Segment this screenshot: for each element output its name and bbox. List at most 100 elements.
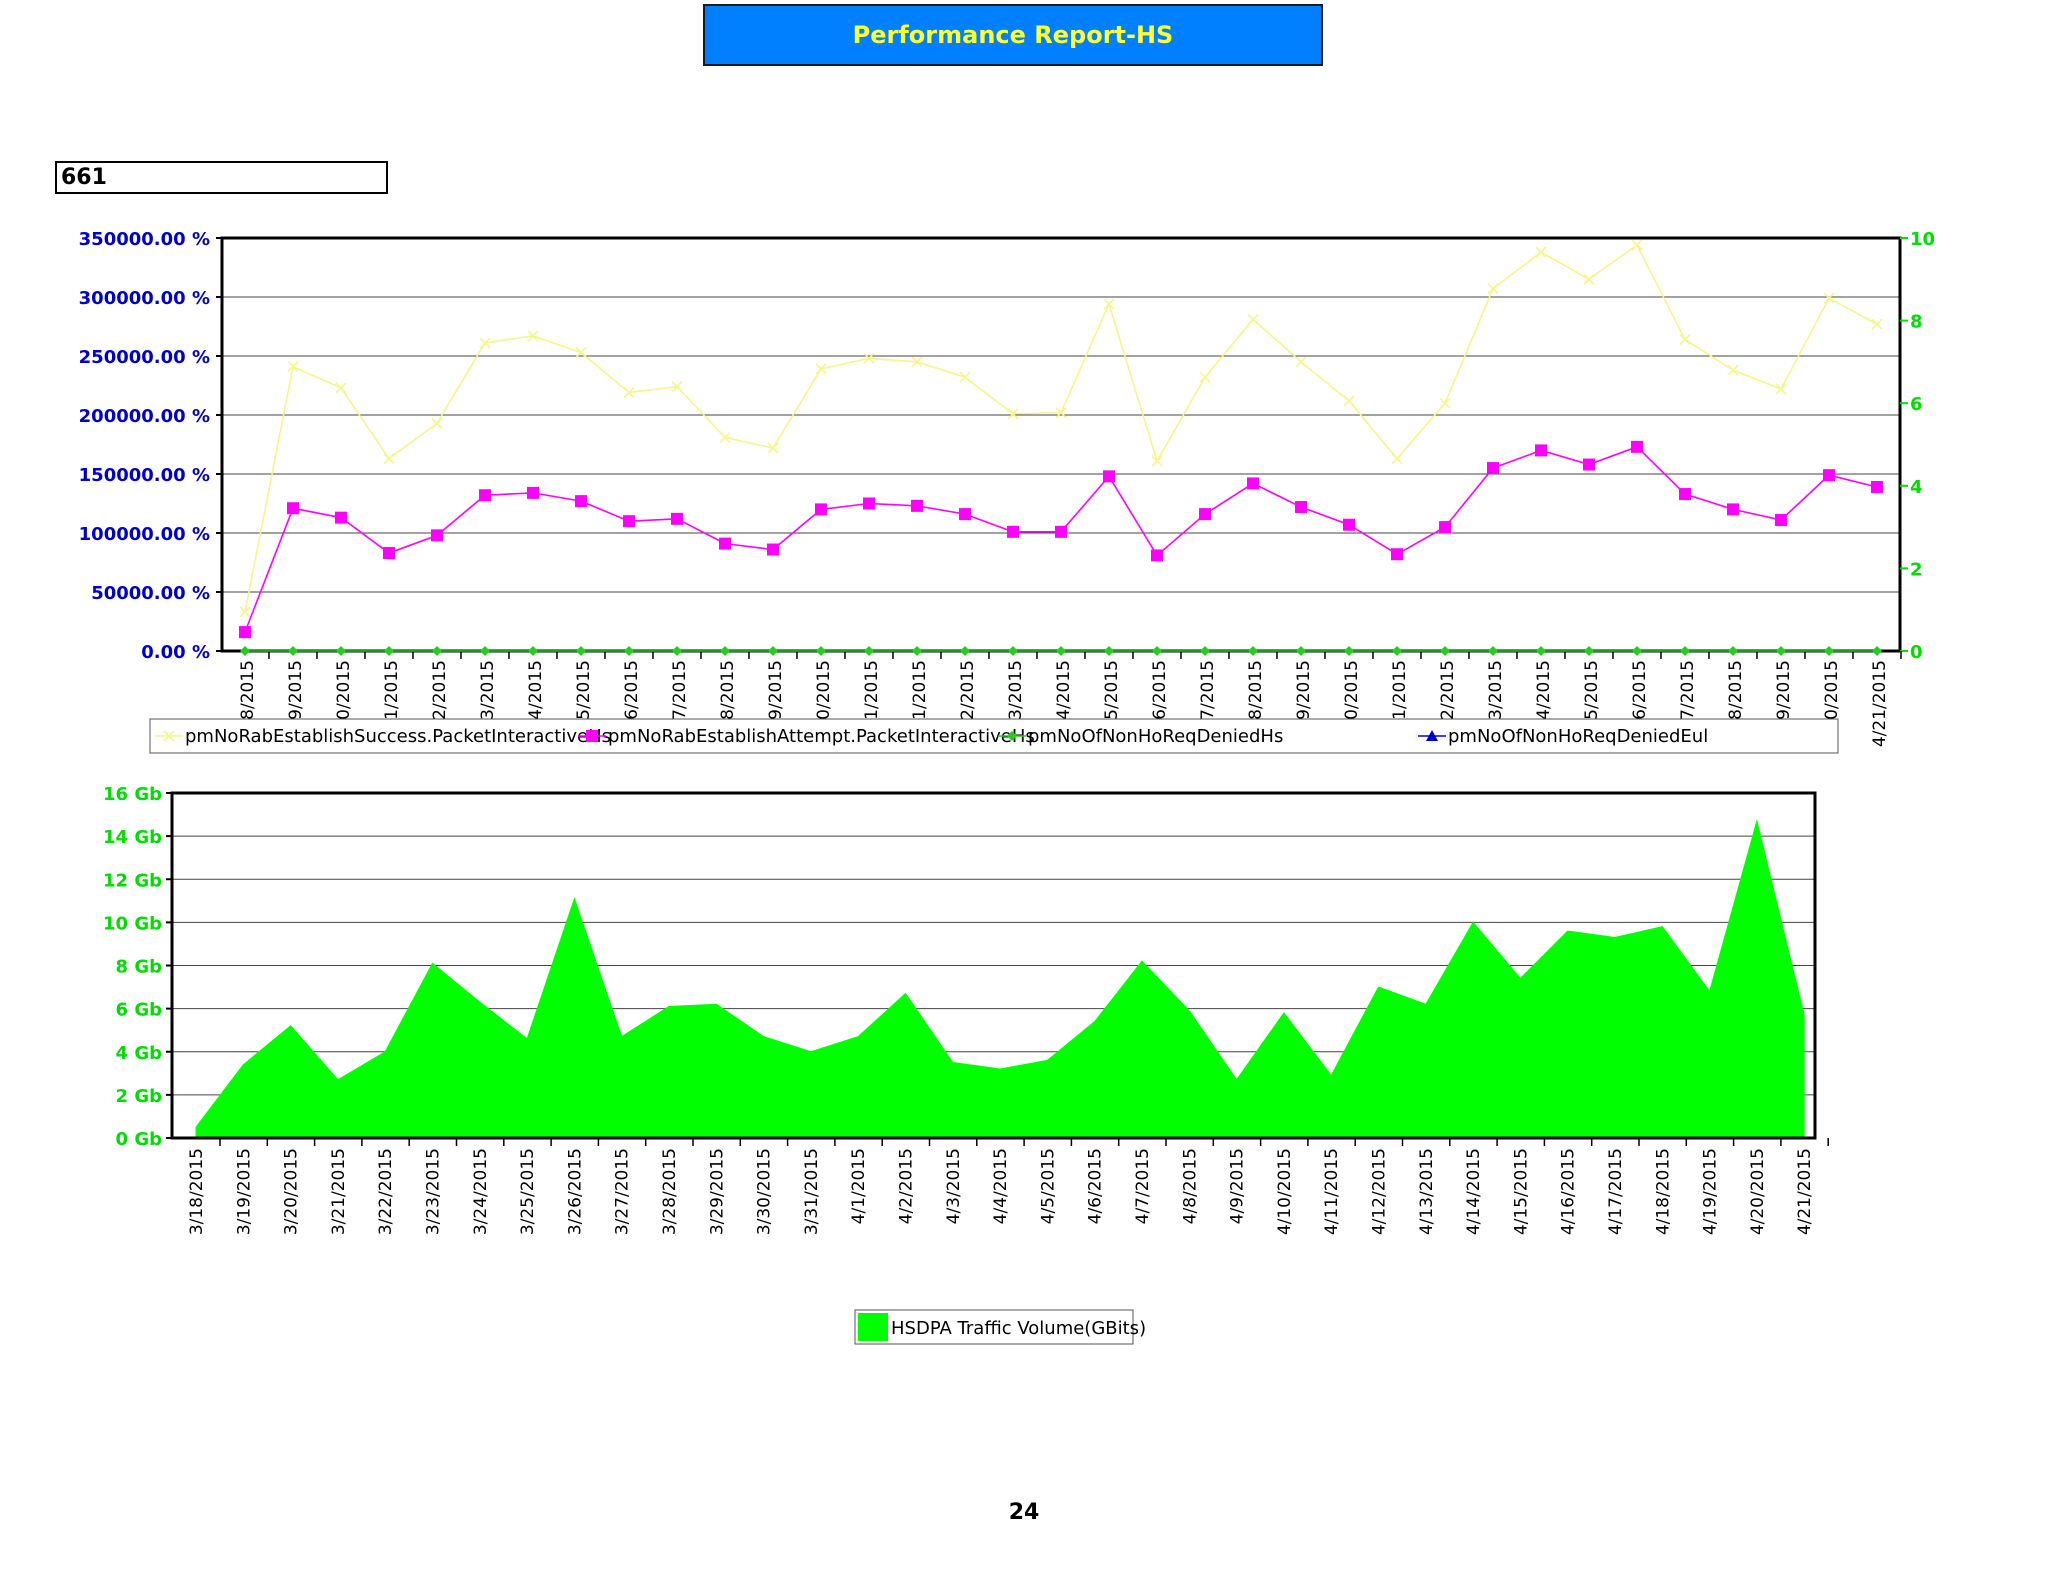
- data-point: [1103, 470, 1115, 483]
- data-point: [1776, 646, 1786, 656]
- data-point-x: [1631, 239, 1643, 251]
- data-point-x: [1103, 298, 1115, 310]
- data-point: [431, 529, 443, 542]
- data-point: [287, 361, 299, 373]
- data-point-x: [815, 363, 827, 375]
- x-tick-label: 4/20/2015: [1748, 1148, 1768, 1235]
- data-point: [1199, 371, 1211, 383]
- x-tick-label: 3/27/2015: [613, 1148, 633, 1235]
- data-point: [288, 646, 298, 656]
- x-tick-label: 4/12/2015: [1370, 1148, 1390, 1235]
- data-point-x: [575, 346, 587, 359]
- x-tick-label: 4/14/2015: [1464, 1148, 1484, 1235]
- data-point: [1488, 646, 1498, 656]
- x-tick-label: 4/7/2015: [1133, 1148, 1153, 1224]
- data-point: [719, 537, 731, 550]
- x-tick-label: 1/2015: [382, 660, 402, 720]
- data-point: [383, 547, 395, 560]
- data-point: [1583, 458, 1595, 471]
- data-point-x: [1679, 333, 1691, 346]
- data-point: [671, 381, 683, 393]
- data-point-x: [1727, 364, 1739, 376]
- data-point: [1152, 646, 1162, 656]
- data-point: [432, 646, 442, 656]
- data-point-x: [1871, 318, 1883, 330]
- data-point: [815, 503, 827, 516]
- data-point: [1487, 462, 1499, 475]
- data-point: [335, 511, 347, 524]
- y-right-tick-label: 8: [1910, 312, 1923, 333]
- x-tick-label: 3/2015: [478, 660, 498, 720]
- data-point: [1727, 364, 1739, 376]
- x-tick-label: 4/2015: [1054, 660, 1074, 720]
- data-point: [1679, 488, 1691, 501]
- legend-label: pmNoOfNonHoReqDeniedEul: [1448, 726, 1708, 747]
- x-tick-label: 3/22/2015: [376, 1148, 396, 1235]
- data-point: [1295, 501, 1307, 514]
- data-point: [1727, 503, 1739, 516]
- x-tick-label: 6/2015: [1630, 660, 1650, 720]
- y-left-tick-label: 300000.00 %: [79, 288, 210, 309]
- data-point-x: [239, 606, 251, 618]
- data-point: [1679, 333, 1691, 346]
- x-tick-label: 8/2015: [1726, 660, 1746, 720]
- x-tick-label: 4/2/2015: [897, 1148, 917, 1224]
- y-tick-label: 0 Gb: [116, 1129, 163, 1150]
- data-point-x: [431, 417, 443, 429]
- data-point: [431, 417, 443, 429]
- legend-swatch-marker: [1426, 730, 1438, 741]
- data-point: [384, 646, 394, 656]
- data-point: [1823, 469, 1835, 482]
- x-tick-label: 0/2015: [1342, 660, 1362, 720]
- x-tick-label: 9/2015: [1294, 660, 1314, 720]
- data-point: [480, 646, 490, 656]
- data-point: [1007, 408, 1019, 420]
- data-point: [1535, 444, 1547, 457]
- x-tick-label: 5/2015: [1582, 660, 1602, 720]
- data-point-x: [671, 381, 683, 393]
- data-point-x: [1007, 408, 1019, 420]
- x-tick-label: 0/2015: [334, 660, 354, 720]
- report-title: Performance Report-HS: [703, 4, 1323, 66]
- x-tick-label: 3/18/2015: [187, 1148, 207, 1235]
- x-tick-label: 9/2015: [766, 660, 786, 720]
- data-point: [912, 646, 922, 656]
- data-point: [1439, 397, 1451, 409]
- data-point: [1151, 549, 1163, 562]
- legend-frame: [854, 1309, 1134, 1345]
- site-id-field: 661: [55, 161, 388, 194]
- data-point: [1247, 477, 1259, 490]
- data-point: [1631, 239, 1643, 251]
- x-tick-label: 4/10/2015: [1275, 1148, 1295, 1235]
- data-point-x: [1151, 455, 1163, 467]
- data-point: [671, 512, 683, 525]
- x-tick-label: 2/2015: [958, 660, 978, 720]
- y-right-tick-label: 2: [1910, 559, 1923, 580]
- x-tick-label: 4/17/2015: [1606, 1148, 1626, 1235]
- y-left-tick-label: 250000.00 %: [79, 347, 210, 368]
- data-point: [623, 387, 635, 399]
- x-tick-label: 2/2015: [430, 660, 450, 720]
- x-tick-label: 1/2015: [1390, 660, 1410, 720]
- data-point: [1680, 646, 1690, 656]
- data-point: [1055, 525, 1067, 538]
- x-tick-label: 7/2015: [1198, 660, 1218, 720]
- x-tick-label: 3/2015: [1006, 660, 1026, 720]
- traffic-area-chart: 0 Gb 2 Gb 4 Gb 6 Gb 8 Gb 10 Gb 12 Gb 14 Gb 16 Gb…: [103, 784, 1829, 1345]
- legend: HSDPA Traffic Volume(GBits): [854, 1309, 1146, 1345]
- data-point: [1343, 395, 1355, 407]
- x-tick-label: 4/2015: [1534, 660, 1554, 720]
- y-right-tick-label: 0: [1910, 642, 1923, 663]
- x-tick-label: 5/2015: [574, 660, 594, 720]
- x-tick-label: 3/29/2015: [707, 1148, 727, 1235]
- x-tick-label: 9/2015: [286, 660, 306, 720]
- data-point: [960, 646, 970, 656]
- y-tick-label: 6 Gb: [116, 1000, 163, 1021]
- legend-frame: [149, 718, 1839, 754]
- x-tick-label: 4/5/2015: [1038, 1148, 1058, 1224]
- x-tick-label: 4/16/2015: [1559, 1148, 1579, 1235]
- data-point: [864, 646, 874, 656]
- data-point-x: [383, 453, 395, 465]
- data-point: [816, 646, 826, 656]
- data-point: [1103, 298, 1115, 310]
